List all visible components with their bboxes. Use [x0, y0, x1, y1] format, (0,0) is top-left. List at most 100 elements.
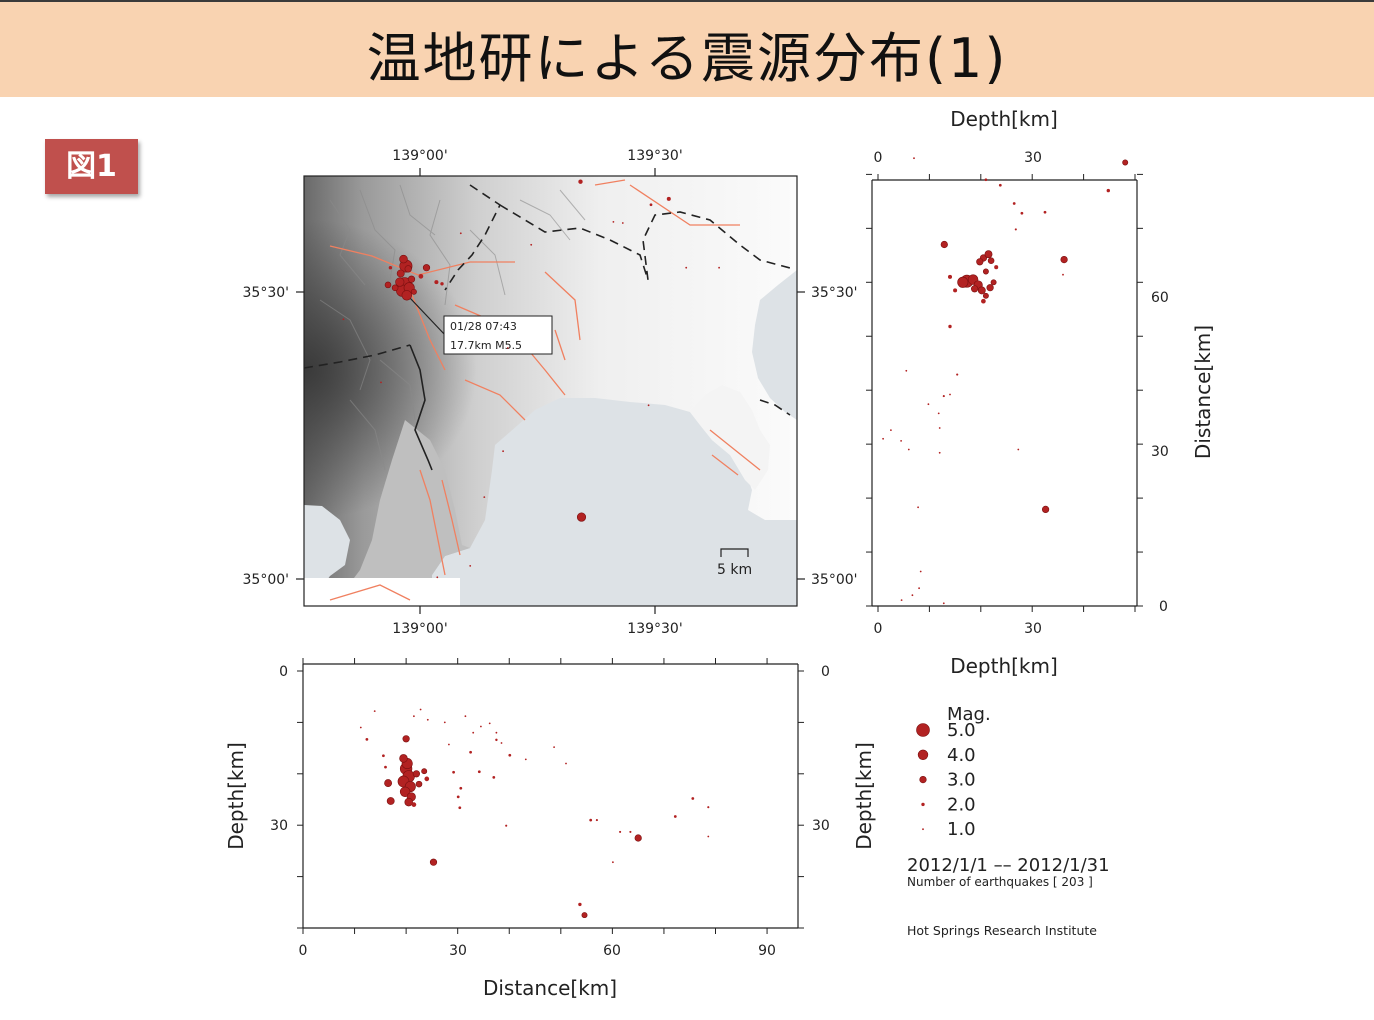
right-xlabel-bottom: Depth[km]	[950, 654, 1058, 678]
hypocenter-dot	[986, 284, 994, 292]
map-top-tick-1: 139°00'	[392, 148, 447, 164]
epicenter-dot	[434, 280, 439, 285]
hypocenter-dot	[629, 830, 632, 833]
map-bottom-tick-1: 139°00'	[392, 621, 447, 637]
epicenter-dot	[395, 277, 405, 287]
magnitude-legend: Mag. 5.0 4.0 3.0 2.0 1.0	[916, 704, 991, 840]
hypocenter-dot	[938, 451, 941, 454]
hypocenter-dot	[386, 797, 395, 805]
miura-peninsula	[690, 385, 770, 490]
hypocenter-dot	[913, 157, 915, 160]
hypocenter-dot	[691, 797, 695, 800]
hypocenter-dot	[505, 824, 508, 827]
mainshock-callout-line-2: 17.7km M5.5	[450, 339, 522, 352]
epicenter-dot	[718, 266, 720, 269]
hypocenter-dot	[919, 570, 922, 573]
bottom-xlabel: Distance[km]	[483, 976, 617, 1000]
legend-mag-label: 5.0	[947, 720, 976, 741]
hypocenter-dot	[472, 731, 475, 734]
epicenter-dot	[666, 196, 671, 201]
right-top-tick-0: 0	[874, 150, 883, 166]
hypocenter-dot	[415, 780, 423, 788]
hypocenter-dot	[882, 437, 884, 440]
hypocenter-dot	[940, 240, 948, 249]
epicenter-dot	[685, 266, 688, 269]
bottom-ylabel-left: Depth[km]	[224, 742, 248, 850]
hypocenter-dot	[402, 735, 410, 743]
hypocenter-dot	[1014, 228, 1017, 231]
hypocenter-dot	[612, 861, 614, 864]
sagami-bay	[432, 398, 797, 606]
hypocenter-dot	[459, 786, 463, 790]
legend-mag-label: 1.0	[947, 819, 976, 840]
epicenter-dot	[469, 565, 472, 567]
izu-peninsula	[345, 420, 470, 606]
hypocenter-dot	[480, 725, 482, 728]
bottom-x-tick-90: 90	[758, 943, 776, 959]
bottom-x-tick-0: 0	[299, 943, 308, 959]
epicenter-dot	[576, 512, 587, 522]
hypocenter-dot	[918, 587, 920, 590]
hypocenter-dot	[1017, 448, 1020, 451]
epicenter-map: 139°00' 139°30' 139°00' 139°30' 35°30' 3…	[243, 148, 858, 637]
hypocenter-dot	[957, 276, 969, 288]
hypocenter-dot	[984, 250, 993, 259]
legend-items: 5.0 4.0 3.0 2.0 1.0	[916, 720, 976, 840]
legend-mag-label: 2.0	[947, 794, 976, 815]
hypocenter-dot	[500, 742, 503, 744]
tokyo-bay	[752, 270, 797, 420]
hypocenter-dot	[953, 288, 958, 293]
hypocenter-dot	[956, 373, 959, 376]
hypocenter-dot	[911, 594, 914, 597]
map-left-tick-2: 35°00'	[243, 572, 289, 588]
epicenter-dot	[399, 254, 408, 264]
map-epicenters	[342, 179, 720, 579]
legend-mag-dot	[921, 802, 925, 807]
earthquake-count-label: Number of earthquakes [ 203 ]	[907, 875, 1093, 889]
hypocenter-dot	[495, 731, 498, 734]
right-ylabel: Distance[km]	[1191, 325, 1215, 459]
epicenter-dot	[384, 281, 392, 289]
hypocenter-dot	[707, 806, 710, 809]
legend-mag-dot	[917, 749, 929, 760]
hypocenter-dot	[412, 770, 421, 778]
epicenter-dot	[483, 496, 486, 498]
period-label: 2012/1/1 –– 2012/1/31	[907, 855, 1110, 876]
epicenter-dot	[436, 576, 439, 579]
hypocenter-dot	[900, 440, 902, 442]
legend-mag-dot	[916, 723, 930, 737]
epicenter-dot	[391, 284, 399, 292]
map-right-tick-2: 35°00'	[811, 572, 857, 588]
hypocenter-dot	[448, 743, 450, 746]
epicenter-dot	[621, 222, 624, 224]
mainshock-callout-box	[443, 315, 553, 355]
hypocenter-dot	[399, 786, 411, 797]
hypocenter-dot	[419, 708, 422, 711]
hypocenter-dot	[1020, 211, 1024, 215]
hypocenter-dot	[984, 178, 988, 182]
legend-mag-label: 4.0	[947, 745, 976, 766]
bottom-hypocenters	[359, 708, 710, 919]
mainshock-leader-line	[409, 297, 447, 337]
page-title: 温地研による震源分布(1)	[366, 27, 1008, 90]
hypocenter-dot	[443, 721, 446, 724]
hypocenter-dot	[976, 258, 984, 266]
right-top-tick-30: 30	[1024, 150, 1042, 166]
hypocenter-dot	[634, 834, 642, 842]
hypocenter-dot	[947, 274, 953, 279]
hypocenter-dot	[382, 754, 385, 758]
hypocenter-dot	[421, 768, 428, 775]
epicenter-dot	[418, 273, 424, 279]
hypocenter-dot	[942, 602, 945, 605]
hypocenter-dot	[917, 506, 919, 509]
hypocenter-dot	[581, 912, 588, 919]
epicenter-dot	[506, 347, 509, 349]
epicenter-dot	[388, 266, 393, 270]
epicenter-dot	[530, 243, 533, 246]
hypocenter-dot	[508, 753, 512, 757]
right-bottom-tick-0: 0	[874, 621, 883, 637]
hypocenter-dot	[890, 429, 892, 431]
hypocenter-dot	[970, 285, 979, 293]
hypocenter-dot	[565, 762, 567, 765]
